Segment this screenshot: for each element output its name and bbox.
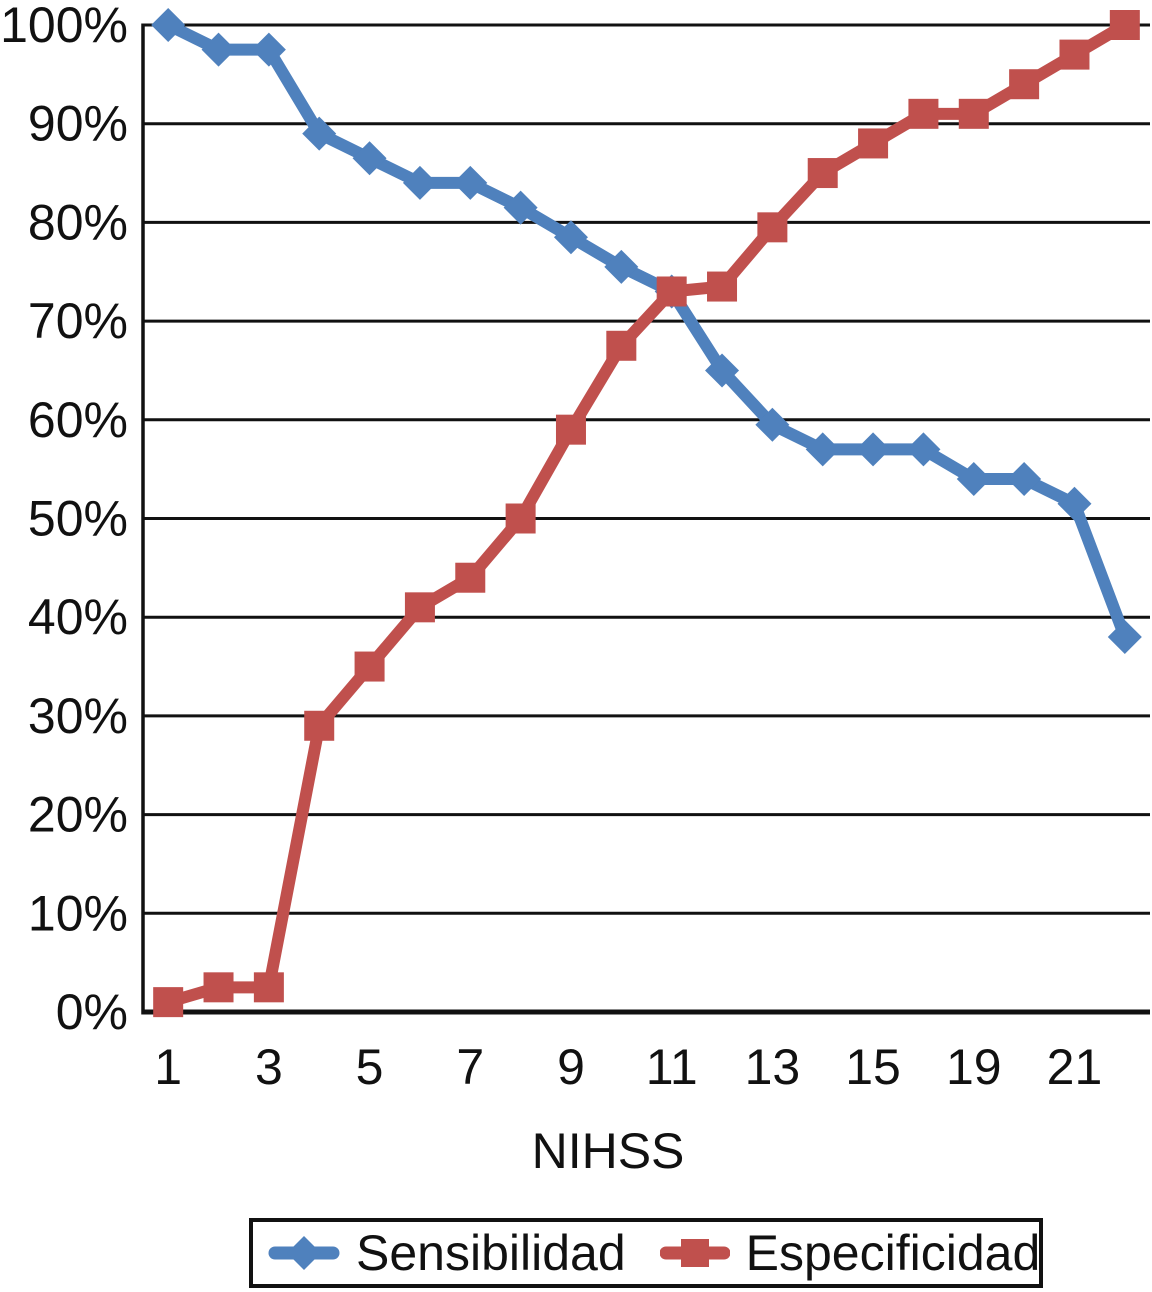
data-point-square-especificidad — [253, 972, 284, 1003]
data-point-diamond-sensibilidad — [503, 190, 538, 225]
data-point-diamond-sensibilidad — [201, 32, 236, 67]
y-axis-tick-label: 70% — [28, 293, 128, 349]
data-point-square-especificidad — [304, 710, 335, 741]
data-point-diamond-sensibilidad — [553, 220, 588, 255]
x-axis-tick-label: 3 — [255, 1039, 283, 1095]
x-axis-tick-label: 5 — [356, 1039, 384, 1095]
data-point-diamond-sensibilidad — [402, 165, 437, 200]
data-point-diamond-sensibilidad — [352, 141, 387, 176]
data-point-square-especificidad — [555, 414, 586, 445]
y-axis-tick-label: 10% — [28, 885, 128, 941]
legend-item-sensibilidad: Sensibilidad — [268, 1224, 626, 1282]
y-axis-tick-label: 30% — [28, 688, 128, 744]
data-point-square-especificidad — [505, 503, 536, 534]
sensibilidad-diamond-marker-icon — [268, 1236, 340, 1270]
data-point-diamond-sensibilidad — [1057, 486, 1092, 521]
data-point-diamond-sensibilidad — [956, 462, 991, 497]
x-axis-title: NIHSS — [531, 1123, 685, 1179]
data-point-diamond-sensibilidad — [805, 432, 840, 467]
legend-item-especificidad: Especificidad — [659, 1224, 1041, 1282]
data-point-diamond-sensibilidad — [151, 8, 186, 42]
data-point-square-especificidad — [908, 98, 939, 129]
data-point-square-especificidad — [656, 276, 687, 307]
x-axis-tick-label: 9 — [557, 1039, 585, 1095]
data-point-diamond-sensibilidad — [453, 165, 488, 200]
y-axis-tick-label: 80% — [28, 194, 128, 250]
data-point-diamond-sensibilidad — [302, 116, 337, 151]
y-axis-tick-label: 90% — [28, 96, 128, 152]
data-point-square-especificidad — [1009, 69, 1040, 100]
data-point-square-especificidad — [606, 330, 637, 361]
data-point-square-especificidad — [153, 987, 184, 1018]
y-axis-tick-label: 60% — [28, 392, 128, 448]
data-point-square-especificidad — [807, 158, 838, 189]
data-point-square-especificidad — [455, 562, 486, 593]
data-point-diamond-sensibilidad — [251, 32, 286, 67]
y-axis-tick-label: 0% — [56, 984, 128, 1040]
data-point-square-especificidad — [1059, 39, 1090, 70]
x-axis-tick-label: 19 — [946, 1039, 1002, 1095]
data-point-square-especificidad — [757, 212, 788, 243]
y-axis-tick-label: 50% — [28, 491, 128, 547]
x-axis-tick-label: 7 — [456, 1039, 484, 1095]
data-point-square-especificidad — [707, 271, 738, 302]
y-axis-tick-label: 40% — [28, 589, 128, 645]
legend-label-especificidad: Especificidad — [745, 1225, 1041, 1281]
x-axis-tick-label: 11 — [646, 1039, 698, 1095]
x-axis-tick-label: 1 — [154, 1039, 182, 1095]
data-point-square-especificidad — [958, 98, 989, 129]
data-point-diamond-sensibilidad — [1007, 462, 1042, 497]
x-axis-tick-label: 21 — [1047, 1039, 1103, 1095]
x-axis-tick-label: 15 — [845, 1039, 901, 1095]
especificidad-square-marker-icon — [659, 1239, 730, 1267]
data-point-diamond-sensibilidad — [906, 432, 941, 467]
legend: Sensibilidad Especificidad — [249, 1218, 1043, 1288]
data-point-diamond-sensibilidad — [604, 249, 639, 284]
data-point-diamond-sensibilidad — [705, 353, 740, 388]
data-point-diamond-sensibilidad — [1107, 619, 1142, 654]
series-line-especificidad — [162, 19, 1131, 1009]
data-point-square-especificidad — [1109, 10, 1140, 40]
data-point-diamond-sensibilidad — [856, 432, 891, 467]
data-point-square-especificidad — [354, 651, 385, 682]
data-point-square-especificidad — [203, 972, 234, 1003]
y-axis-tick-label: 100% — [0, 0, 128, 53]
data-point-square-especificidad — [858, 128, 889, 159]
data-point-diamond-sensibilidad — [755, 407, 790, 442]
x-axis-tick-label: 13 — [745, 1039, 801, 1095]
legend-label-sensibilidad: Sensibilidad — [356, 1225, 626, 1281]
y-axis-tick-label: 20% — [28, 787, 128, 843]
data-point-square-especificidad — [404, 592, 435, 623]
